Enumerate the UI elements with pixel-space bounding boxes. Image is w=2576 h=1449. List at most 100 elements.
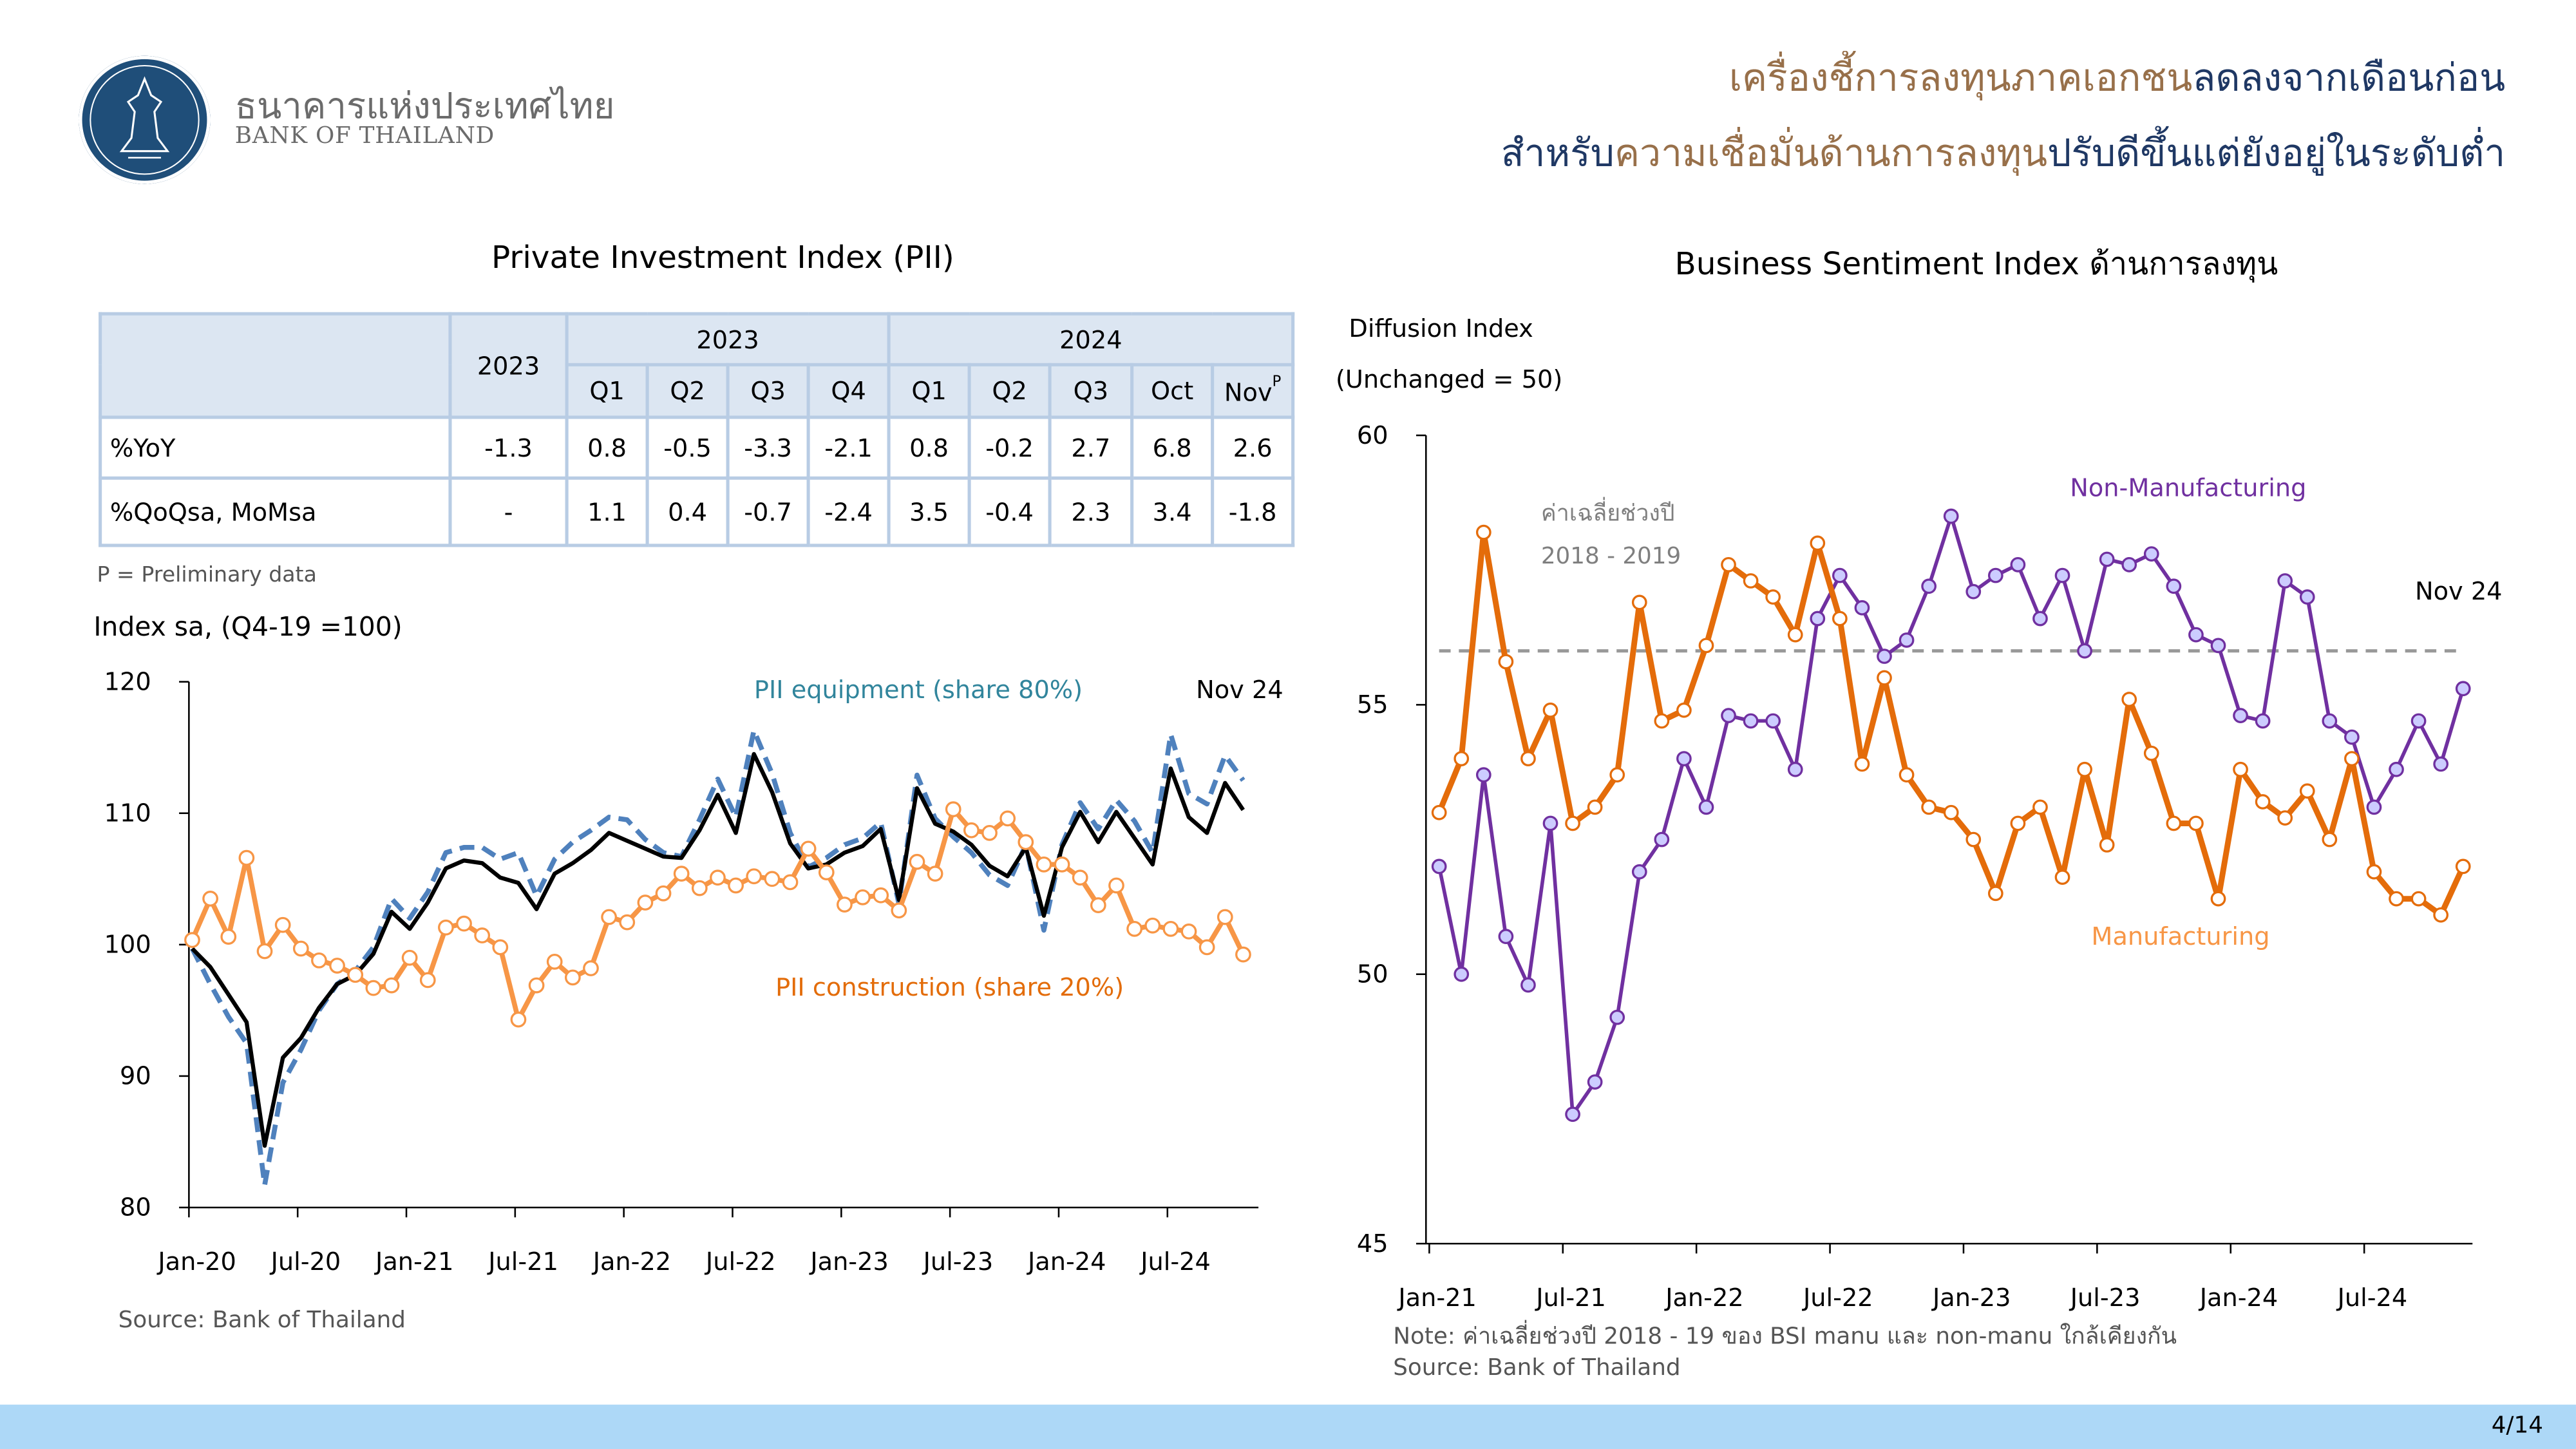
bank-of-thailand-logo: [79, 55, 211, 184]
data-point-pii-construction-share-20: [347, 967, 364, 983]
data-point-pii-construction-share-20: [818, 864, 835, 880]
data-point-manufacturing: [2344, 751, 2360, 766]
data-point-manufacturing: [1542, 702, 1558, 718]
annotation-nov24-right: Nov 24: [2414, 576, 2503, 607]
data-point-pii-construction-share-20: [292, 940, 309, 957]
data-point-non-manufacturing: [2054, 567, 2070, 583]
data-point-non-manufacturing: [1542, 815, 1558, 831]
data-point-pii-construction-share-20: [837, 896, 853, 913]
data-point-manufacturing: [1587, 799, 1603, 815]
cell: 2.6: [1211, 415, 1295, 480]
data-point-non-manufacturing: [1609, 1009, 1625, 1025]
data-point-manufacturing: [2455, 858, 2471, 875]
data-point-pii-construction-share-20: [655, 885, 672, 902]
x-tick-label: Jul-22: [1802, 1283, 1873, 1312]
data-point-manufacturing: [1965, 831, 1982, 848]
x-tick-label: Jul-24: [1139, 1247, 1211, 1276]
data-point-manufacturing: [1721, 556, 1736, 573]
data-point-manufacturing: [2077, 761, 2092, 777]
table-row: %QoQsa, MoMsa - 1.1 0.4 -0.7 -2.4 3.5 -0…: [99, 476, 1295, 547]
data-point-manufacturing: [1810, 535, 1826, 551]
data-point-pii-construction-share-20: [927, 866, 943, 882]
y-axis-label-line2: (Unchanged = 50): [1335, 365, 1563, 395]
table-header-period: Q3: [726, 363, 810, 419]
data-point-non-manufacturing: [2077, 643, 2092, 659]
row-label: %YoY: [99, 415, 452, 480]
y-tick-label: 45: [1357, 1229, 1388, 1258]
series-line-manufacturing: [1436, 529, 2466, 918]
headline-segment: ปรับดีขึ้นแต่ยังอยู่ในระดับต่ำ: [2047, 133, 2506, 176]
data-point-non-manufacturing: [2010, 556, 2026, 573]
data-point-non-manufacturing: [1921, 578, 1937, 594]
data-point-non-manufacturing: [1520, 977, 1536, 993]
data-point-pii-construction-share-20: [1126, 920, 1142, 937]
y-axis-label-line1: Diffusion Index: [1349, 314, 1533, 344]
data-point-non-manufacturing: [2255, 713, 2271, 729]
data-point-non-manufacturing: [2344, 729, 2360, 745]
data-point-pii-construction-share-20: [329, 958, 345, 974]
data-point-pii-construction-share-20: [800, 840, 817, 857]
data-point-non-manufacturing: [1810, 611, 1826, 627]
data-point-manufacturing: [2277, 810, 2293, 826]
data-point-manufacturing: [1431, 804, 1447, 820]
data-point-pii-construction-share-20: [510, 1011, 527, 1028]
index-label: Index sa, (Q4-19 =100): [93, 611, 402, 643]
y-tick-label: 55: [1357, 690, 1388, 719]
footer-bar: 4/14: [0, 1405, 2576, 1449]
data-point-pii-construction-share-20: [981, 824, 998, 841]
data-point-non-manufacturing: [2433, 756, 2449, 772]
pii-chart-title: Private Investment Index (PII): [491, 240, 954, 276]
data-point-pii-construction-share-20: [184, 932, 200, 949]
cell: -2.4: [806, 476, 891, 547]
data-point-pii-construction-share-20: [891, 902, 907, 919]
table-header-group-2023: 2023: [565, 312, 891, 366]
data-point-non-manufacturing: [1743, 713, 1759, 729]
data-point-pii-construction-share-20: [383, 977, 400, 994]
preliminary-footnote: P = Preliminary data: [97, 563, 317, 589]
headline-line-2: สำหรับความเชื่อมั่นด้านการลงทุนปรับดีขึ้…: [1501, 125, 2506, 184]
data-point-manufacturing: [1765, 589, 1781, 605]
data-point-manufacturing: [1943, 804, 1959, 820]
data-point-pii-construction-share-20: [401, 949, 418, 966]
x-tick-label: Jul-24: [2336, 1283, 2408, 1312]
data-point-non-manufacturing: [1454, 966, 1470, 982]
data-point-manufacturing: [1899, 767, 1915, 783]
data-point-pii-construction-share-20: [1018, 834, 1034, 851]
data-point-manufacturing: [1676, 702, 1692, 718]
annotation-nov24-left: Nov 24: [1196, 675, 1283, 705]
data-point-pii-construction-share-20: [311, 952, 327, 969]
y-tick-label: 60: [1357, 421, 1388, 450]
cell: 0.4: [645, 476, 730, 547]
data-point-pii-construction-share-20: [782, 874, 799, 891]
cell: 0.8: [565, 415, 649, 480]
cell: 6.8: [1130, 415, 1215, 480]
data-point-non-manufacturing: [1943, 508, 1959, 524]
data-point-pii-construction-share-20: [583, 960, 599, 976]
y-tick-label: 120: [104, 667, 151, 696]
data-point-manufacturing: [1921, 799, 1937, 815]
data-point-pii-construction-share-20: [1072, 869, 1088, 886]
data-point-manufacturing: [2188, 815, 2204, 831]
cell: -0.7: [726, 476, 810, 547]
x-tick-label: Jan-23: [809, 1247, 888, 1276]
x-tick-label: Jan-21: [374, 1247, 453, 1276]
data-point-manufacturing: [1787, 627, 1803, 643]
data-point-pii-construction-share-20: [945, 801, 961, 817]
data-point-manufacturing: [2143, 745, 2159, 761]
data-point-pii-construction-share-20: [909, 853, 925, 870]
data-point-manufacturing: [2299, 783, 2315, 799]
reference-label-line2: 2018 - 2019: [1540, 544, 1681, 571]
data-point-non-manufacturing: [2233, 708, 2248, 723]
data-point-manufacturing: [2166, 815, 2182, 831]
data-point-pii-construction-share-20: [1217, 909, 1233, 925]
data-point-non-manufacturing: [1475, 767, 1492, 783]
table-header-period: Q4: [806, 363, 891, 419]
data-point-pii-construction-share-20: [456, 915, 472, 932]
table-header-period: Q3: [1048, 363, 1134, 419]
data-point-non-manufacturing: [2143, 546, 2159, 562]
data-point-manufacturing: [1631, 594, 1647, 611]
data-point-manufacturing: [1698, 638, 1714, 654]
data-point-manufacturing: [1475, 524, 1492, 540]
data-point-manufacturing: [2366, 864, 2382, 880]
